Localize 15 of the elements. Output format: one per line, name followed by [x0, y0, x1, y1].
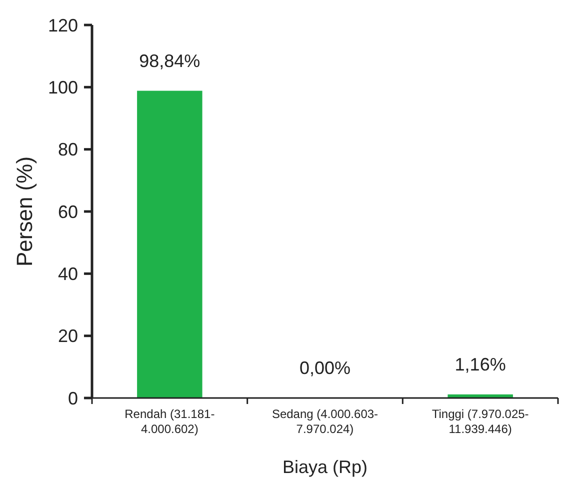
x-tick-label: Sedang (4.000.603- 7.970.024)	[272, 407, 378, 436]
y-tick-label: 20	[58, 326, 78, 346]
y-tick-label: 80	[58, 140, 78, 160]
data-label: 0,00%	[299, 358, 351, 378]
x-tick-label: Rendah (31.181- 4.000.602)	[124, 407, 215, 436]
y-tick-label: 120	[48, 15, 78, 36]
data-label: 98,84%	[139, 50, 200, 71]
y-tick-label: 100	[48, 77, 78, 98]
y-tick-label: 0	[68, 388, 78, 408]
x-tick-label: Tinggi (7.970.025- 11.939.446)	[432, 407, 529, 436]
data-label: 1,16%	[454, 354, 506, 374]
y-tick-label: 40	[58, 264, 78, 284]
y-axis-title: Persen (%)	[12, 156, 37, 267]
y-tick-label: 60	[58, 202, 78, 222]
x-axis-title: Biaya (Rp)	[282, 457, 368, 477]
